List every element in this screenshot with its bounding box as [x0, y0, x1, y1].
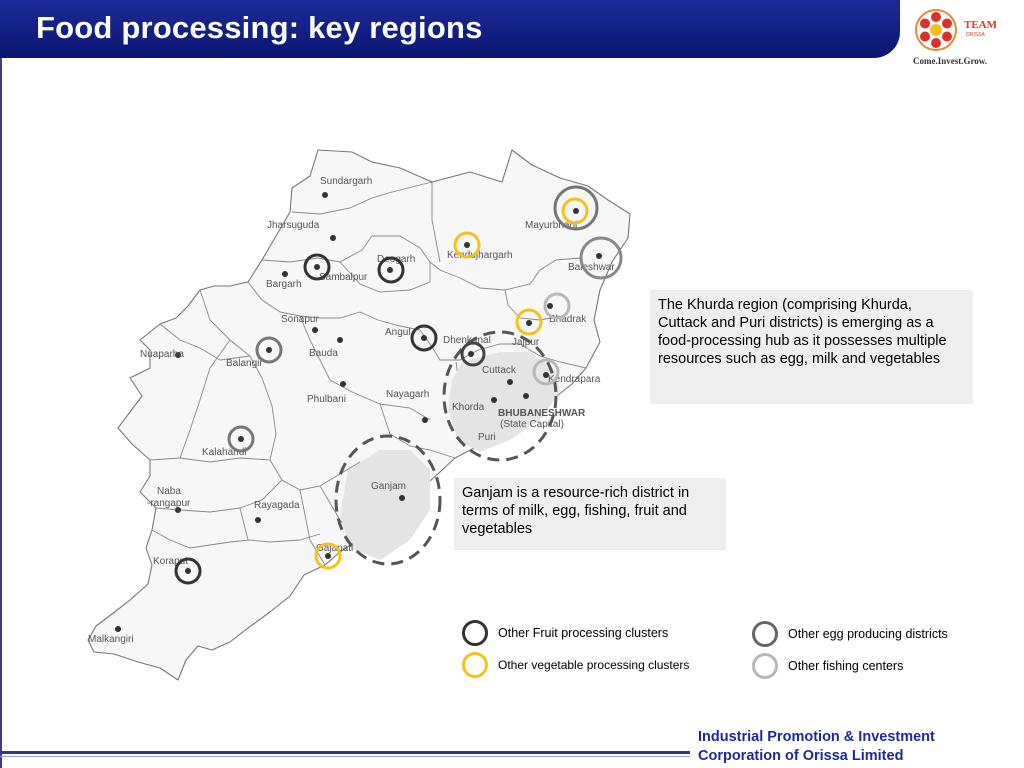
fishing-center-kendrapara	[532, 358, 560, 386]
label-kalahandi: Kalahandi	[202, 447, 246, 458]
label-khorda: Khorda	[452, 402, 485, 413]
label-nuaparha: Nuaparha	[140, 349, 184, 360]
label-nayagarh: Nayagarh	[386, 389, 429, 400]
egg-district-kalahandi	[227, 425, 255, 453]
label-cuttack: Cuttack	[482, 365, 517, 376]
fruit-cluster-koraput	[174, 557, 202, 585]
label-sonapur: Sonapur	[281, 314, 319, 325]
label-rayagada: Rayagada	[254, 500, 300, 511]
label-angul: Angul	[385, 327, 411, 338]
egg-district-baleshwar	[579, 236, 623, 280]
label-bargarh: Bargarh	[266, 279, 302, 290]
egg-district-mayurbhanj	[553, 185, 599, 231]
footer-line-1: Industrial Promotion & Investment	[698, 729, 935, 745]
legend-vegetable-ring	[462, 652, 488, 678]
fruit-cluster-dhenkanal	[460, 341, 486, 367]
ganjam-cluster-boundary	[334, 434, 442, 566]
legend-fishing: Other fishing centers	[752, 653, 903, 679]
label-nabarangapur-2: -rangapur	[147, 498, 191, 509]
footer-rule-thin	[0, 756, 690, 757]
label-phulbani: Phulbani	[307, 394, 346, 405]
khurda-cluster-boundary	[442, 330, 558, 462]
khurda-region-shade	[448, 352, 560, 452]
label-bhubaneshwar: BHUBANESHWAR	[498, 408, 586, 419]
label-baleshwar: Baleshwar	[568, 262, 615, 273]
state-outline	[87, 149, 631, 681]
legend-egg-label: Other egg producing districts	[788, 627, 948, 641]
vegetable-cluster-kendujhargarh	[453, 231, 481, 259]
label-jharsuguda: Jharsuguda	[267, 220, 320, 231]
label-gajapati: Gajapati	[316, 543, 353, 554]
fishing-center-bhadrak	[543, 292, 571, 320]
legend-vegetable: Other vegetable processing clusters	[462, 652, 689, 678]
vegetable-cluster-gajapati	[314, 542, 342, 570]
label-sundargarh: Sundargarh	[320, 176, 372, 187]
label-koraput: Koraput	[153, 556, 188, 567]
label-puri: Puri	[478, 432, 496, 443]
label-sambalpur: Sambalpur	[319, 272, 368, 283]
district-dots	[115, 192, 602, 632]
logo-tagline: Come.Invest.Grow.	[912, 56, 988, 66]
khurda-callout: The Khurda region (comprising Khurda, Cu…	[650, 290, 973, 404]
fruit-cluster-angul	[410, 324, 438, 352]
fruit-cluster-sambalpur	[303, 253, 331, 281]
label-ganjam: Ganjam	[371, 481, 406, 492]
legend-fruit-label: Other Fruit processing clusters	[498, 626, 669, 640]
team-orissa-logo: TEAM ORISSA	[915, 9, 996, 51]
legend-egg-ring	[752, 621, 778, 647]
slide-title: Food processing: key regions	[36, 10, 483, 45]
vegetable-cluster-jajpur	[515, 308, 543, 336]
label-kendrapara: Kendrapara	[548, 374, 601, 385]
footer-rule	[0, 751, 690, 754]
footer-line-2: Corporation of Orissa Limited	[698, 748, 904, 764]
label-malkangiri: Malkangiri	[88, 634, 134, 645]
vegetable-cluster-mayurbhanj	[561, 197, 589, 225]
label-jajpur: Jajpur	[512, 337, 540, 348]
label-kendujhargarh: Kendujhargarh	[447, 250, 513, 261]
egg-district-balangir	[255, 336, 283, 364]
fruit-cluster-deogarh	[377, 256, 405, 284]
legend-fishing-label: Other fishing centers	[788, 659, 904, 673]
label-bhadrak: Bhadrak	[549, 314, 587, 325]
legend-fruit-ring	[462, 620, 488, 646]
label-mayurbhanj: Mayurbhanj	[525, 220, 577, 231]
legend-egg: Other egg producing districts	[752, 621, 948, 647]
title-bar: Food processing: key regions	[0, 0, 900, 58]
legend-vegetable-label: Other vegetable processing clusters	[498, 658, 690, 672]
slide-left-border	[0, 0, 2, 768]
footer-organization: Industrial Promotion & Investment Corpor…	[698, 728, 935, 766]
logo-name: TEAM	[964, 19, 996, 31]
legend-fishing-ring	[752, 653, 778, 679]
ganjam-region-shade	[340, 450, 430, 560]
ganjam-callout: Ganjam is a resource-rich district in te…	[454, 478, 726, 550]
label-nabarangapur-1: Naba	[157, 486, 181, 497]
logo-subname: ORISSA	[966, 32, 986, 38]
label-balangir: Balangir	[226, 358, 263, 369]
legend-fruit: Other Fruit processing clusters	[462, 620, 668, 646]
label-state-capital: (State Capital)	[500, 419, 564, 430]
label-bauda: Bauda	[309, 348, 338, 359]
label-dhenkanal: Dhenkanal	[443, 335, 491, 346]
